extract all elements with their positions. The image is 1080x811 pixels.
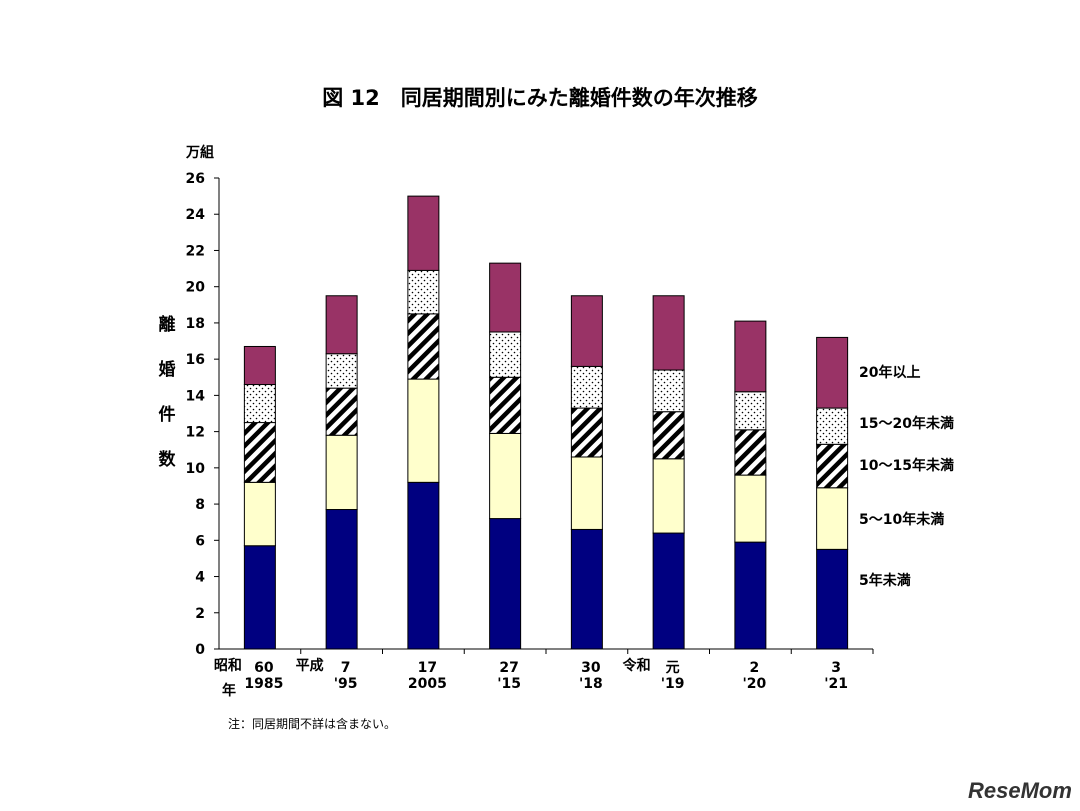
y-axis-label: 離婚件数 <box>159 314 177 470</box>
x-tick-label-bottom: '95 <box>334 676 358 692</box>
legend-label-2: 5～10年未満 <box>859 511 944 528</box>
legend-label-1: 5年未満 <box>859 572 911 589</box>
y-tick-label: 22 <box>186 243 205 259</box>
bar-segment-1 <box>652 532 685 650</box>
y-tick-label: 14 <box>186 388 206 404</box>
bar-segment-5 <box>816 336 849 409</box>
y-axis-label-char: 婚 <box>159 359 176 380</box>
bar-segment-1 <box>570 528 603 650</box>
bar-segment-4 <box>734 391 767 431</box>
x-tick-label-bottom: 2005 <box>408 676 447 692</box>
bar-segment-3 <box>816 443 849 489</box>
y-tick-label: 20 <box>186 280 206 296</box>
bar-segment-1 <box>325 509 358 650</box>
bar-segment-4 <box>243 384 276 424</box>
y-tick-label: 6 <box>195 533 205 549</box>
bar-segment-5 <box>734 320 767 393</box>
bar-segment-4 <box>570 365 603 409</box>
bar-segment-5 <box>325 295 358 355</box>
legend-label-3: 10～15年未満 <box>859 457 954 474</box>
bars <box>243 195 849 650</box>
year-label: 年 <box>222 682 236 699</box>
bar-segment-3 <box>734 429 767 476</box>
x-tick-label-bottom: '21 <box>824 676 848 692</box>
bar-segment-4 <box>816 407 849 445</box>
era-label: 令和 <box>622 657 651 674</box>
bar-segment-5 <box>570 295 603 367</box>
bar-segment-1 <box>407 481 440 650</box>
x-tick-label-bottom: '15 <box>497 676 521 692</box>
bar-segment-3 <box>652 411 685 460</box>
y-axis-label-char: 数 <box>159 449 177 470</box>
x-tick-label-bottom: 1985 <box>244 676 283 692</box>
bar-segment-1 <box>816 548 849 650</box>
y-tick-label: 2 <box>195 606 205 622</box>
legend-label-5: 20年以上 <box>859 364 920 381</box>
y-tick-label: 18 <box>186 316 205 332</box>
legend: 5年未満 5～10年未満 10～15年未満 15～20年未満 20年以上 <box>859 364 954 589</box>
bar-segment-4 <box>325 353 358 389</box>
y-tick-label: 16 <box>186 352 205 368</box>
bar-segment-2 <box>407 378 440 483</box>
legend-label-4: 15～20年未満 <box>859 415 954 432</box>
x-tick-label-top: 元 <box>666 660 680 676</box>
x-tick-label-top: 60 <box>254 660 274 676</box>
era-label: 平成 <box>296 657 324 674</box>
x-tick-label-bottom: '20 <box>742 676 766 692</box>
x-tick-label-top: 2 <box>750 660 760 676</box>
x-tick-label-top: 27 <box>499 660 518 676</box>
bar-segment-5 <box>407 195 440 271</box>
bar-segment-3 <box>570 407 603 458</box>
x-tick-label-bottom: '18 <box>579 676 603 692</box>
bar-segment-5 <box>489 262 522 333</box>
resemom-logo: ReseMom <box>968 778 1072 803</box>
y-tick-label: 8 <box>195 497 205 513</box>
bar-segment-5 <box>652 295 685 371</box>
y-unit-label: 万組 <box>185 144 214 161</box>
y-tick-label: 0 <box>195 642 205 658</box>
x-tick-label-top: 17 <box>418 660 437 676</box>
bar-segment-2 <box>243 481 276 547</box>
chart-title: 図 12 同居期間別にみた離婚件数の年次推移 <box>322 86 758 110</box>
bar-segment-3 <box>325 387 358 436</box>
bar-segment-1 <box>243 545 276 650</box>
bar-segment-2 <box>570 456 603 530</box>
y-axis-label-char: 件 <box>159 404 176 425</box>
x-tick-label-top: 30 <box>581 660 601 676</box>
bar-segment-2 <box>652 458 685 534</box>
bar-segment-5 <box>243 345 276 386</box>
x-tick-label-bottom: '19 <box>661 676 685 692</box>
x-tick-label-top: 3 <box>831 660 841 676</box>
bar-segment-2 <box>325 434 358 511</box>
bar-segment-2 <box>734 474 767 543</box>
bar-segment-4 <box>652 369 685 413</box>
bar-segment-3 <box>243 422 276 483</box>
bar-segment-4 <box>407 269 440 315</box>
x-tick-label-top: 7 <box>341 660 351 676</box>
y-tick-label: 10 <box>186 461 206 477</box>
bar-segment-1 <box>734 541 767 650</box>
y-tick-label: 24 <box>186 207 206 223</box>
y-tick-label: 26 <box>186 171 205 187</box>
bar-segment-3 <box>489 376 522 434</box>
y-tick-label: 12 <box>186 425 205 441</box>
bar-segment-1 <box>489 518 522 650</box>
era-label: 昭和 <box>214 658 242 674</box>
y-tick-label: 4 <box>195 570 205 586</box>
watermark-text: ReseMom <box>968 778 1072 803</box>
bar-segment-4 <box>489 331 522 378</box>
bar-segment-3 <box>407 313 440 380</box>
footnote: 注：同居期間不詳は含まない。 <box>228 716 396 731</box>
bar-segment-2 <box>816 487 849 550</box>
bar-segment-2 <box>489 432 522 520</box>
y-axis-label-char: 離 <box>159 314 176 335</box>
